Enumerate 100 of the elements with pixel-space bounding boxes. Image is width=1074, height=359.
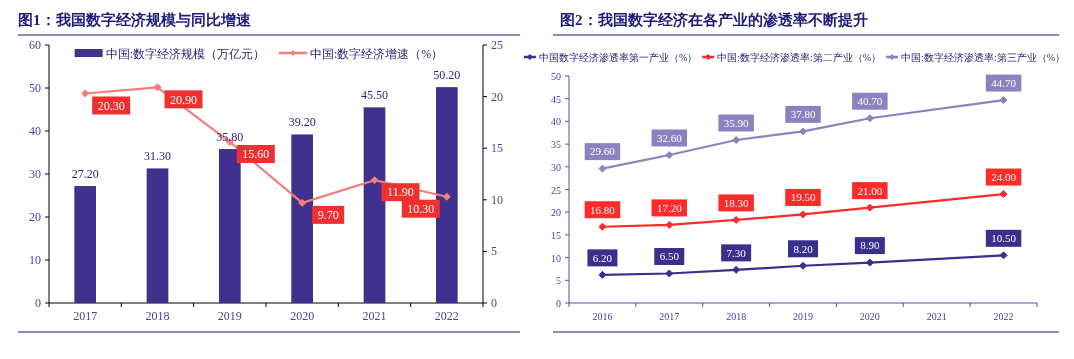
y-tick-label: 5 — [556, 275, 561, 287]
point — [598, 164, 607, 173]
data-label: 10.50 — [991, 232, 1017, 245]
data-label: 35.90 — [723, 116, 750, 129]
data-label: 8.90 — [860, 239, 880, 252]
data-label: 21.00 — [857, 184, 883, 197]
data-label: 27.20 — [71, 167, 99, 182]
data-label: 10.30 — [407, 201, 435, 216]
data-label: 37.80 — [790, 108, 816, 121]
point — [442, 192, 451, 201]
data-label: 44.70 — [991, 76, 1017, 89]
point — [732, 136, 741, 145]
chart-title: 图1：我国数字经济规模与同比增速 — [18, 11, 252, 28]
data-label: 16.80 — [590, 203, 616, 216]
y-tick-label: 10 — [29, 253, 41, 267]
data-label: 18.30 — [723, 196, 750, 209]
data-label: 20.30 — [97, 98, 125, 113]
data-label: 39.20 — [288, 115, 316, 130]
point — [81, 89, 90, 98]
data-label: 8.20 — [793, 242, 814, 255]
point — [865, 114, 874, 123]
x-tick-label: 2019 — [217, 309, 242, 323]
x-tick-label: 2020 — [290, 309, 315, 323]
chart-title: 图2：我国数字经济在各产业的渗透率不断提升 — [560, 11, 868, 28]
y-tick-label: 50 — [551, 71, 561, 82]
y2-tick-label: 10 — [491, 192, 503, 207]
data-label: 19.50 — [790, 191, 816, 204]
bar — [291, 134, 314, 303]
y-tick-label: 50 — [29, 81, 41, 95]
y-tick-label: 20 — [29, 210, 41, 224]
point — [732, 215, 741, 224]
bar — [218, 149, 241, 303]
x-tick-label: 2022 — [993, 311, 1014, 322]
data-label: 7.30 — [726, 246, 747, 259]
point — [153, 83, 162, 92]
legend-label: 中国数字经济渗透率第一产业（%） — [538, 51, 698, 63]
x-tick-label: 2016 — [592, 311, 613, 322]
y2-tick-label: 5 — [491, 244, 497, 259]
point — [799, 261, 807, 270]
x-tick-label: 2021 — [362, 309, 387, 323]
data-label: 6.20 — [592, 251, 613, 264]
y-tick-label: 25 — [551, 184, 561, 196]
data-label: 17.20 — [656, 201, 683, 214]
data-label: 29.60 — [590, 145, 616, 158]
y-tick-label: 10 — [551, 252, 561, 264]
y-tick-label: 0 — [35, 296, 41, 310]
data-label: 32.60 — [656, 131, 683, 144]
y-tick-label: 30 — [551, 161, 561, 173]
y-tick-label: 20 — [551, 207, 561, 219]
x-tick-label: 2019 — [793, 311, 813, 322]
data-label: 31.30 — [144, 149, 171, 164]
y-tick-label: 40 — [551, 116, 561, 128]
point — [598, 270, 607, 279]
data-label: 45.50 — [361, 88, 388, 103]
point — [665, 151, 674, 159]
x-tick-label: 2018 — [145, 309, 170, 323]
bar — [435, 87, 458, 303]
data-label: 20.90 — [170, 92, 197, 107]
point — [799, 127, 807, 136]
x-tick-label: 2021 — [926, 311, 947, 322]
y-tick-label: 15 — [551, 229, 561, 241]
point — [370, 176, 379, 185]
point — [999, 96, 1008, 105]
data-label: 24.00 — [991, 170, 1017, 183]
x-tick-label: 2017 — [73, 309, 98, 323]
y-tick-label: 45 — [551, 93, 561, 105]
y-tick-label: 30 — [29, 167, 41, 181]
data-label: 40.70 — [857, 95, 883, 108]
legend-label: 中国:数字经济渗透率:第三产业（%） — [901, 51, 1065, 63]
legend-label: 中国:数字经济规模（万亿元） — [105, 46, 265, 61]
data-label: 50.20 — [433, 68, 461, 83]
point — [865, 258, 874, 267]
legend-label: 中国:数字经济增速（%） — [310, 46, 444, 61]
point — [598, 222, 607, 231]
bar — [146, 168, 169, 303]
point — [732, 265, 741, 274]
point — [298, 198, 307, 207]
bar — [363, 107, 386, 303]
y-tick-label: 60 — [29, 38, 41, 52]
data-label: 11.90 — [387, 185, 414, 200]
y2-tick-label: 20 — [491, 89, 503, 104]
x-tick-label: 2020 — [859, 311, 880, 322]
y-tick-label: 40 — [29, 124, 41, 138]
data-label: 6.50 — [659, 250, 680, 263]
point — [999, 251, 1008, 260]
point — [665, 269, 674, 278]
x-tick-label: 2018 — [726, 311, 747, 322]
x-tick-label: 2017 — [659, 311, 680, 322]
point — [665, 220, 674, 229]
data-label: 15.60 — [242, 147, 270, 162]
y2-tick-label: 0 — [491, 296, 497, 310]
data-label: 9.70 — [317, 208, 339, 223]
bar — [74, 186, 97, 303]
y-tick-label: 35 — [551, 139, 561, 151]
x-tick-label: 2022 — [434, 309, 459, 323]
legend-label: 中国:数字经济渗透率:第二产业（%） — [717, 51, 882, 63]
point — [799, 210, 807, 219]
point — [999, 190, 1008, 199]
y-tick-label: 0 — [556, 298, 561, 309]
y2-tick-label: 25 — [491, 38, 503, 52]
